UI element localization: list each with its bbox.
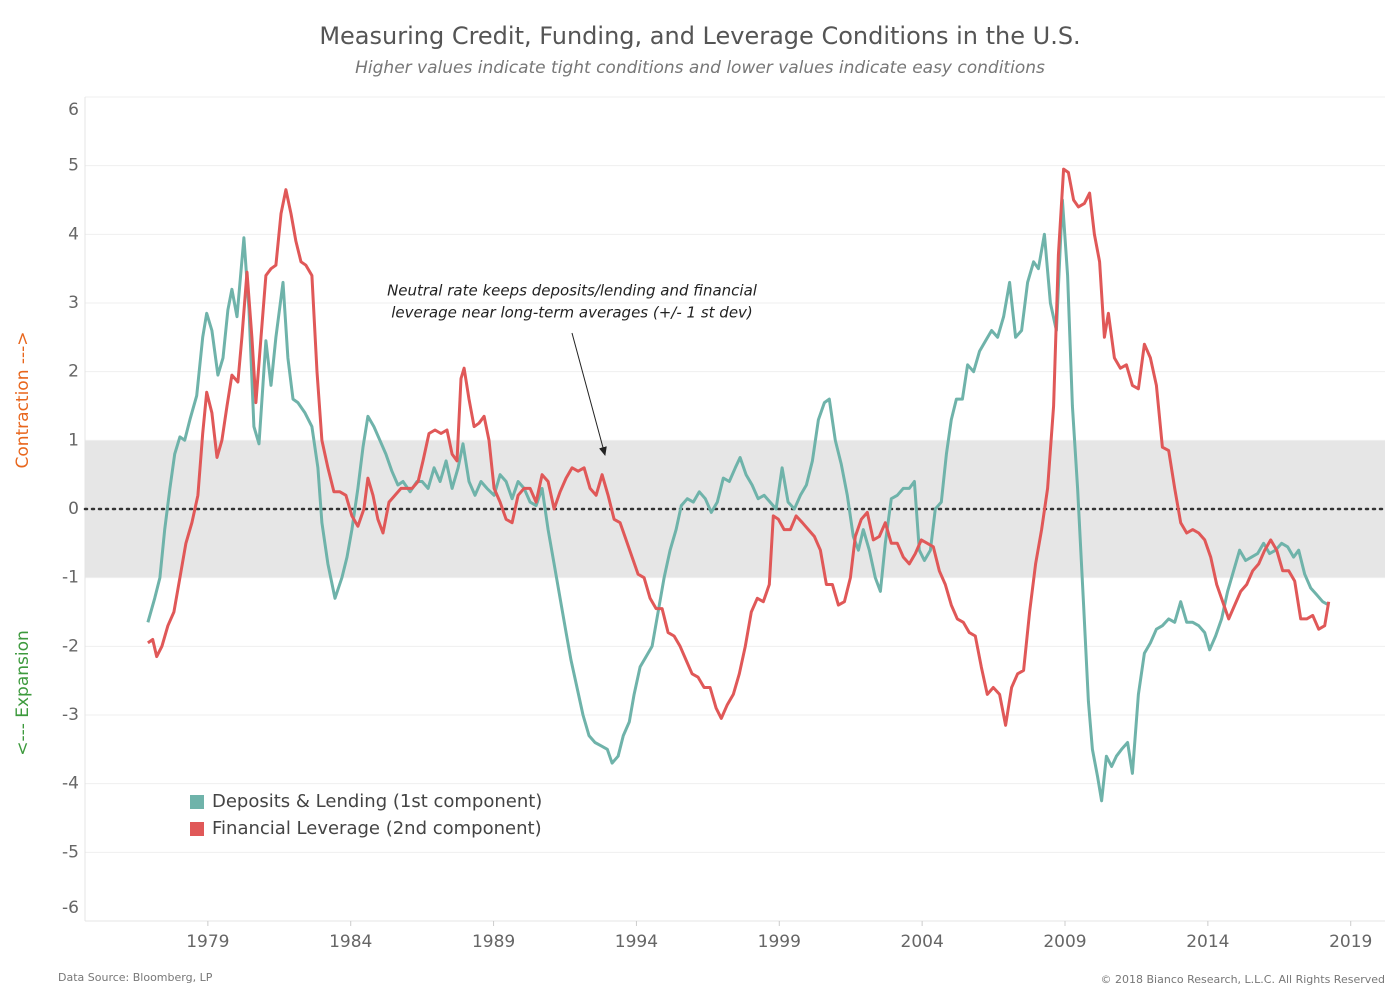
y-tick-label: -2 [62, 636, 79, 656]
legend-label: Deposits & Lending (1st component) [212, 791, 542, 812]
y-tick-label: 1 [68, 430, 79, 450]
y-tick-label: 3 [68, 293, 79, 313]
annotation-text: Neutral rate keeps deposits/lending and … [387, 282, 758, 300]
y-tick-label: 2 [68, 362, 79, 382]
x-tick-label: 1994 [615, 932, 658, 952]
y-tick-label: 0 [68, 499, 79, 519]
x-tick-label: 1979 [186, 932, 229, 952]
legend-label: Financial Leverage (2nd component) [212, 818, 542, 839]
y-tick-label: -1 [62, 568, 79, 588]
y-tick-label: -3 [62, 705, 79, 725]
series-line [147, 167, 1331, 727]
series-line [146, 198, 1330, 803]
chart-subtitle: Higher values indicate tight conditions … [355, 58, 1045, 78]
x-tick-label: 1999 [758, 932, 801, 952]
x-tick-label: 1989 [472, 932, 515, 952]
y-label-upper: Contraction ---> [13, 331, 33, 468]
y-tick-label: 4 [68, 224, 79, 244]
x-tick-label: 2014 [1186, 932, 1229, 952]
y-tick-label: -5 [62, 842, 79, 862]
y-tick-label: -4 [62, 774, 79, 794]
y-label-lower: <--- Expansion [13, 630, 33, 756]
x-tick-label: 2004 [901, 932, 944, 952]
chart-title: Measuring Credit, Funding, and Leverage … [319, 22, 1080, 50]
plot-area: -6 -5 -4 -3 -2 -1 0 1 2 3 4 5 6 1979 1984 1989 1994 1999 2… [62, 96, 1387, 952]
y-tick-label: 5 [68, 156, 79, 176]
source-note: Data Source: Bloomberg, LP [58, 971, 213, 984]
legend-swatch [190, 822, 204, 836]
annotation-arrow [571, 332, 607, 456]
annotation-text: leverage near long-term averages (+/- 1 … [391, 304, 753, 322]
copyright-note: © 2018 Bianco Research, L.L.C. All Right… [1101, 973, 1385, 986]
y-tick-label: -6 [62, 898, 79, 918]
y-tick-label: 6 [68, 100, 79, 120]
x-tick-label: 2019 [1329, 932, 1372, 952]
legend-swatch [190, 795, 204, 809]
x-tick-label: 2009 [1043, 932, 1086, 952]
x-tick-label: 1984 [329, 932, 372, 952]
